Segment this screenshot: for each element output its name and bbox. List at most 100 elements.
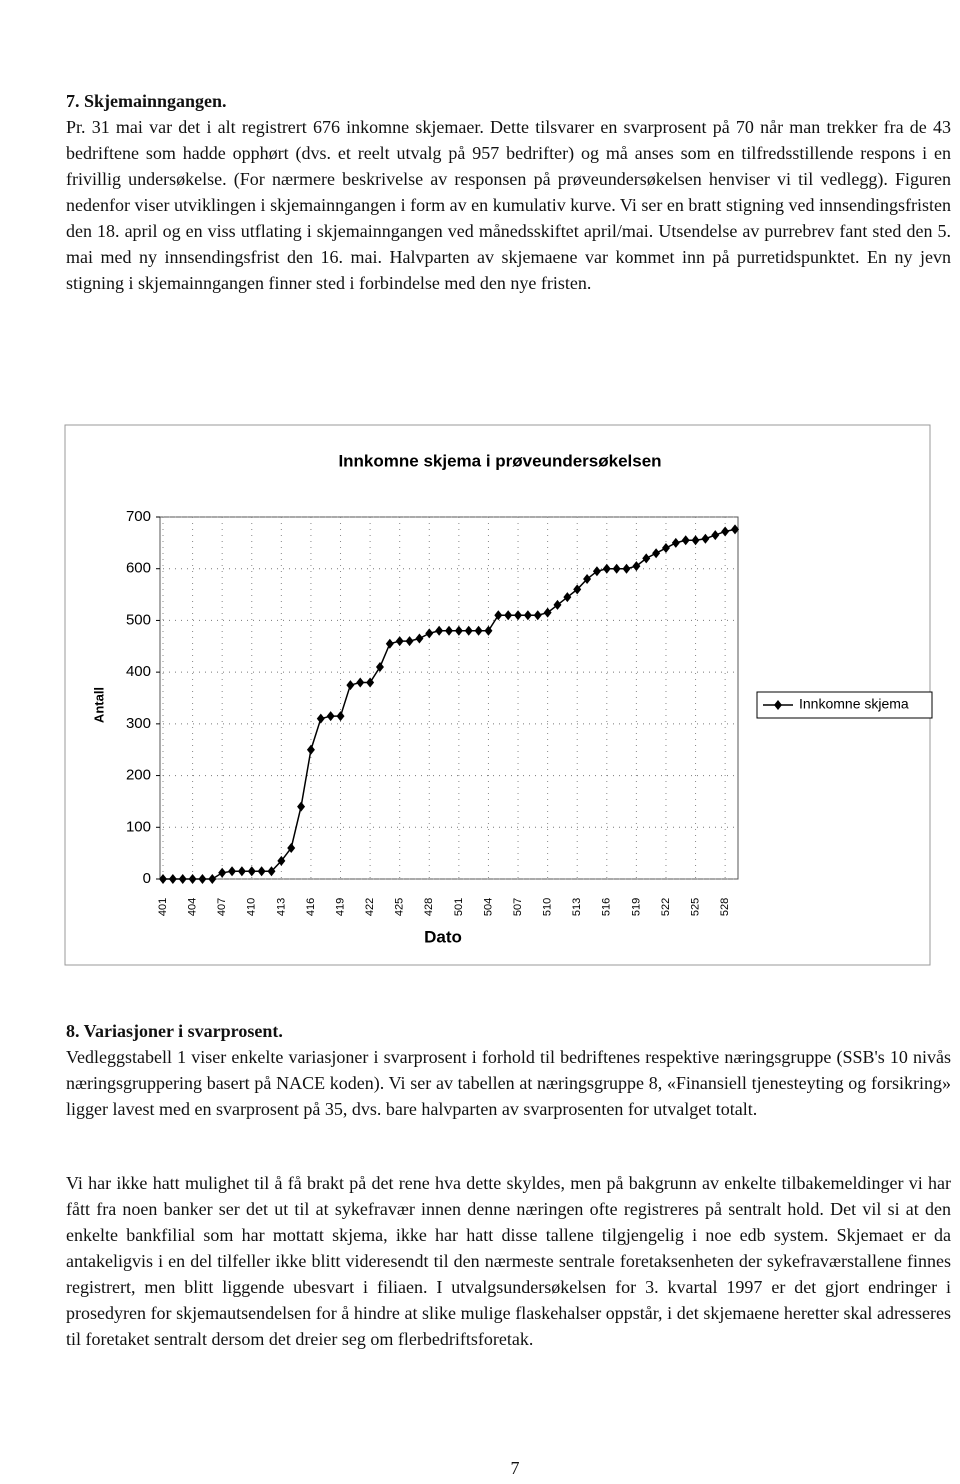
data-point bbox=[445, 625, 453, 636]
x-tick-label: 525 bbox=[689, 898, 701, 916]
data-point bbox=[435, 625, 444, 636]
heading: 7. Skjemainngangen. bbox=[66, 91, 227, 111]
y-tick-label: 300 bbox=[126, 715, 151, 732]
x-tick-label: 404 bbox=[186, 898, 198, 916]
x-tick-label: 507 bbox=[512, 898, 524, 916]
data-point bbox=[415, 633, 424, 644]
data-point bbox=[454, 625, 463, 636]
data-point bbox=[218, 867, 227, 878]
data-point bbox=[553, 599, 562, 610]
data-point bbox=[514, 610, 523, 621]
chart: Innkomne skjema i prøveundersøkelsen Ant… bbox=[64, 424, 933, 966]
data-point bbox=[612, 563, 621, 574]
data-point bbox=[543, 607, 552, 618]
data-point bbox=[306, 744, 315, 755]
data-point bbox=[592, 566, 601, 577]
data-point bbox=[228, 866, 237, 877]
x-axis-label: Dato bbox=[424, 927, 462, 946]
x-tick-label: 422 bbox=[364, 898, 376, 916]
data-point bbox=[425, 628, 434, 639]
y-tick-label: 600 bbox=[126, 560, 151, 577]
data-point bbox=[346, 680, 355, 691]
data-point bbox=[671, 537, 680, 548]
data-point bbox=[731, 524, 739, 535]
data-point bbox=[178, 874, 187, 884]
data-point bbox=[563, 592, 572, 603]
x-tick-label: 410 bbox=[246, 898, 258, 916]
data-point bbox=[652, 548, 661, 559]
data-point bbox=[661, 543, 670, 554]
x-tick-label: 425 bbox=[394, 898, 406, 916]
data-point bbox=[395, 636, 404, 647]
data-point bbox=[385, 638, 394, 649]
data-point bbox=[622, 563, 631, 574]
data-point bbox=[632, 561, 641, 572]
data-point bbox=[583, 574, 592, 585]
x-tick-label: 419 bbox=[334, 898, 346, 916]
y-tick-label: 700 bbox=[126, 508, 151, 525]
data-point bbox=[188, 874, 197, 884]
x-tick-label: 510 bbox=[542, 898, 554, 916]
data-point bbox=[336, 711, 345, 722]
y-tick-label: 200 bbox=[126, 767, 151, 784]
x-tick-label: 522 bbox=[660, 898, 672, 916]
data-point bbox=[326, 711, 335, 722]
data-point bbox=[642, 553, 651, 564]
data-point bbox=[257, 866, 266, 877]
data-point bbox=[711, 530, 720, 541]
data-point bbox=[494, 610, 503, 621]
data-point bbox=[721, 526, 730, 537]
data-line bbox=[163, 528, 736, 880]
x-tick-label: 504 bbox=[482, 898, 494, 916]
y-tick-label: 500 bbox=[126, 611, 151, 628]
y-tick-label: 0 bbox=[143, 870, 151, 887]
chart-title: Innkomne skjema i prøveundersøkelsen bbox=[338, 451, 661, 470]
x-tick-label: 407 bbox=[216, 898, 228, 916]
x-tick-label: 501 bbox=[453, 898, 465, 916]
heading: 8. Variasjoner i svarprosent. bbox=[66, 1021, 283, 1041]
x-tick-label: 519 bbox=[630, 898, 642, 916]
data-point bbox=[375, 661, 384, 672]
x-tick-label: 416 bbox=[305, 898, 317, 916]
x-tick-label: 413 bbox=[275, 898, 287, 916]
paragraph: Pr. 31 mai var det i alt registrert 676 … bbox=[66, 117, 951, 293]
data-point bbox=[464, 625, 473, 636]
data-point bbox=[681, 535, 690, 546]
y-tick-label: 100 bbox=[126, 818, 151, 835]
data-point bbox=[573, 584, 582, 595]
x-tick-label: 428 bbox=[423, 898, 435, 916]
data-point bbox=[602, 563, 611, 574]
x-tick-label: 401 bbox=[157, 898, 169, 916]
data-point bbox=[277, 855, 286, 866]
data-point bbox=[316, 713, 325, 724]
legend-marker bbox=[774, 700, 782, 710]
data-point bbox=[533, 610, 542, 621]
data-point bbox=[484, 625, 493, 636]
data-point bbox=[523, 610, 532, 621]
data-point bbox=[474, 625, 483, 636]
y-axis-label: Antall bbox=[91, 687, 106, 723]
x-tick-label: 513 bbox=[571, 898, 583, 916]
data-point bbox=[247, 866, 256, 877]
data-point bbox=[356, 677, 365, 688]
data-point bbox=[366, 677, 375, 688]
data-point bbox=[504, 610, 513, 621]
x-tick-label: 528 bbox=[719, 898, 731, 916]
legend-label: Innkomne skjema bbox=[799, 696, 909, 712]
data-point bbox=[287, 842, 296, 853]
data-point bbox=[701, 533, 710, 544]
data-point bbox=[237, 866, 246, 877]
page-number: 7 bbox=[510, 1458, 520, 1478]
paragraph: Vi har ikke hatt mulighet til å få brakt… bbox=[66, 1173, 951, 1349]
data-point bbox=[405, 636, 414, 647]
data-point bbox=[168, 874, 177, 884]
data-point bbox=[208, 874, 217, 884]
data-point bbox=[159, 874, 167, 884]
plot-area bbox=[159, 516, 739, 880]
x-tick-label: 516 bbox=[601, 898, 613, 916]
data-point bbox=[297, 801, 306, 812]
y-tick-label: 400 bbox=[126, 663, 151, 680]
data-point bbox=[198, 874, 207, 884]
paragraph: Vedleggstabell 1 viser enkelte variasjon… bbox=[66, 1047, 951, 1119]
